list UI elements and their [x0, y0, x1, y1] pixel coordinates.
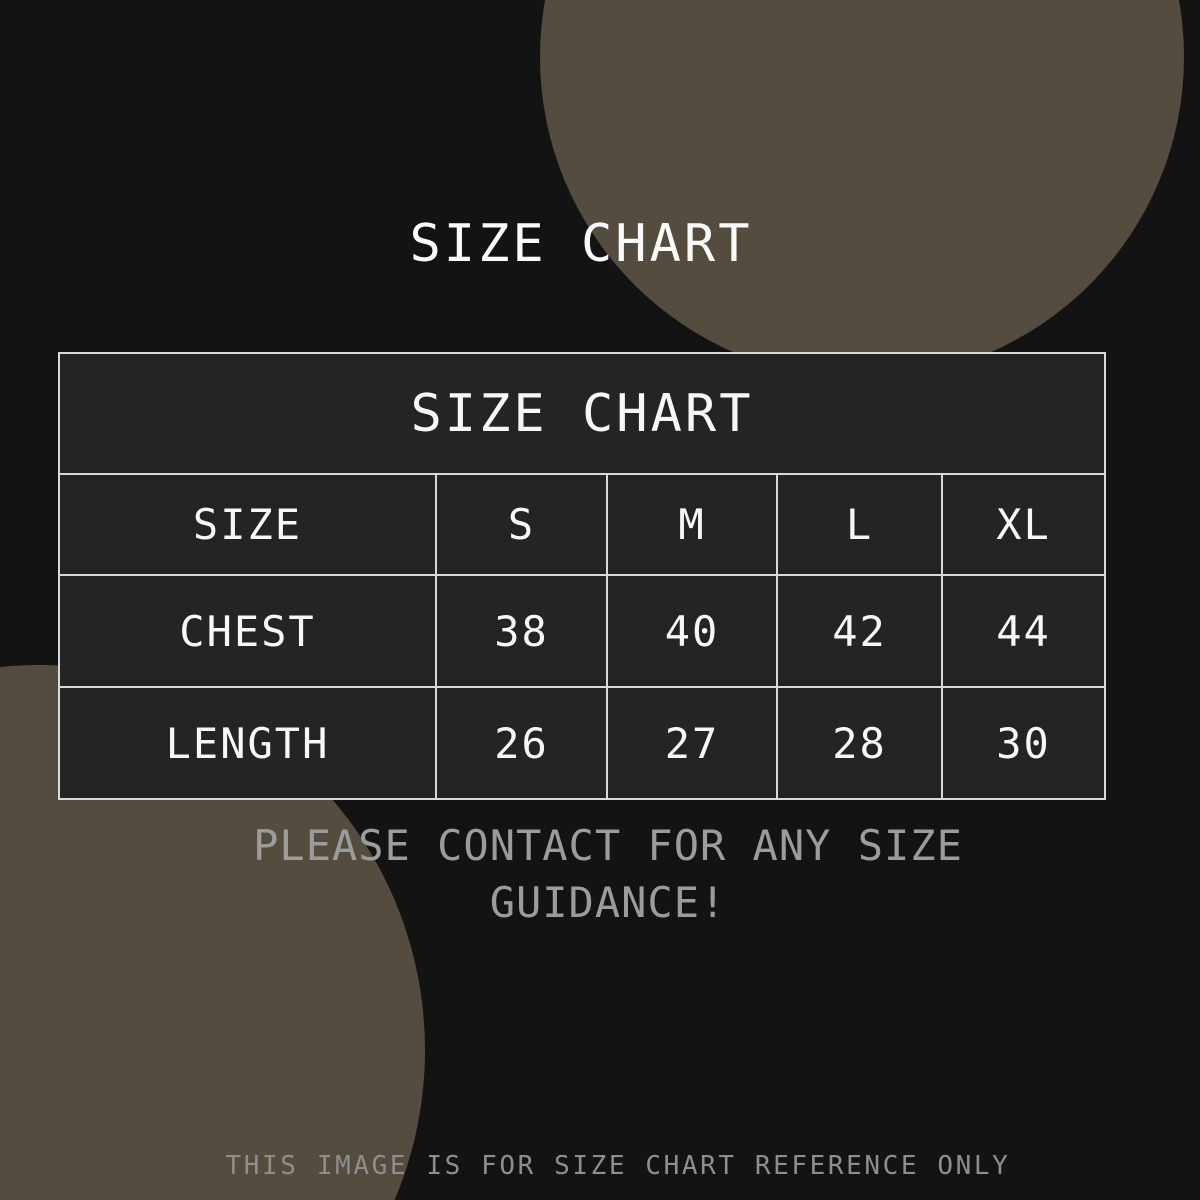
- chest-cell-m: 40: [606, 574, 778, 688]
- page-title: SIZE CHART: [409, 214, 753, 274]
- length-cell-l: 28: [776, 686, 943, 800]
- length-cell-xl: 30: [941, 686, 1106, 800]
- length-cell-m: 27: [606, 686, 778, 800]
- table-row-length: LENGTH 26 27 28 30: [58, 686, 1106, 800]
- chest-cell-s: 38: [435, 574, 608, 688]
- table-row-chest: CHEST 38 40 42 44: [58, 574, 1106, 688]
- table-row-size: SIZE S M L XL: [58, 473, 1106, 576]
- size-chart-table: SIZE CHART SIZE S M L XL CHEST 38 40 42: [58, 352, 1106, 800]
- table-header-cell: SIZE CHART: [58, 352, 1106, 475]
- size-cell-s: S: [435, 473, 608, 576]
- row-label-length: LENGTH: [58, 686, 437, 800]
- table-header-row: SIZE CHART: [58, 352, 1106, 475]
- footer-note: THIS IMAGE IS FOR SIZE CHART REFERENCE O…: [225, 1151, 1011, 1181]
- contact-note-line2: GUIDANCE!: [489, 878, 727, 927]
- row-label-chest: CHEST: [58, 574, 437, 688]
- size-chart-table-container: SIZE CHART SIZE S M L XL CHEST 38 40 42: [58, 352, 1106, 800]
- contact-note-line1: PLEASE CONTACT FOR ANY SIZE: [253, 821, 963, 870]
- chest-cell-l: 42: [776, 574, 943, 688]
- size-cell-xl: XL: [941, 473, 1106, 576]
- chest-cell-xl: 44: [941, 574, 1106, 688]
- contact-note: PLEASE CONTACT FOR ANY SIZE GUIDANCE!: [8, 817, 1200, 931]
- row-label-size: SIZE: [58, 473, 437, 576]
- length-cell-s: 26: [435, 686, 608, 800]
- size-cell-l: L: [776, 473, 943, 576]
- size-cell-m: M: [606, 473, 778, 576]
